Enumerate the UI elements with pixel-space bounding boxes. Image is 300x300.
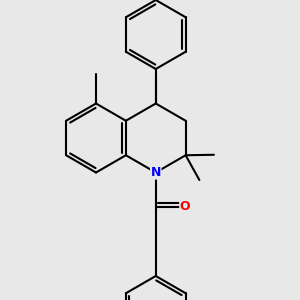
Text: N: N (151, 166, 161, 179)
Text: O: O (180, 200, 190, 214)
